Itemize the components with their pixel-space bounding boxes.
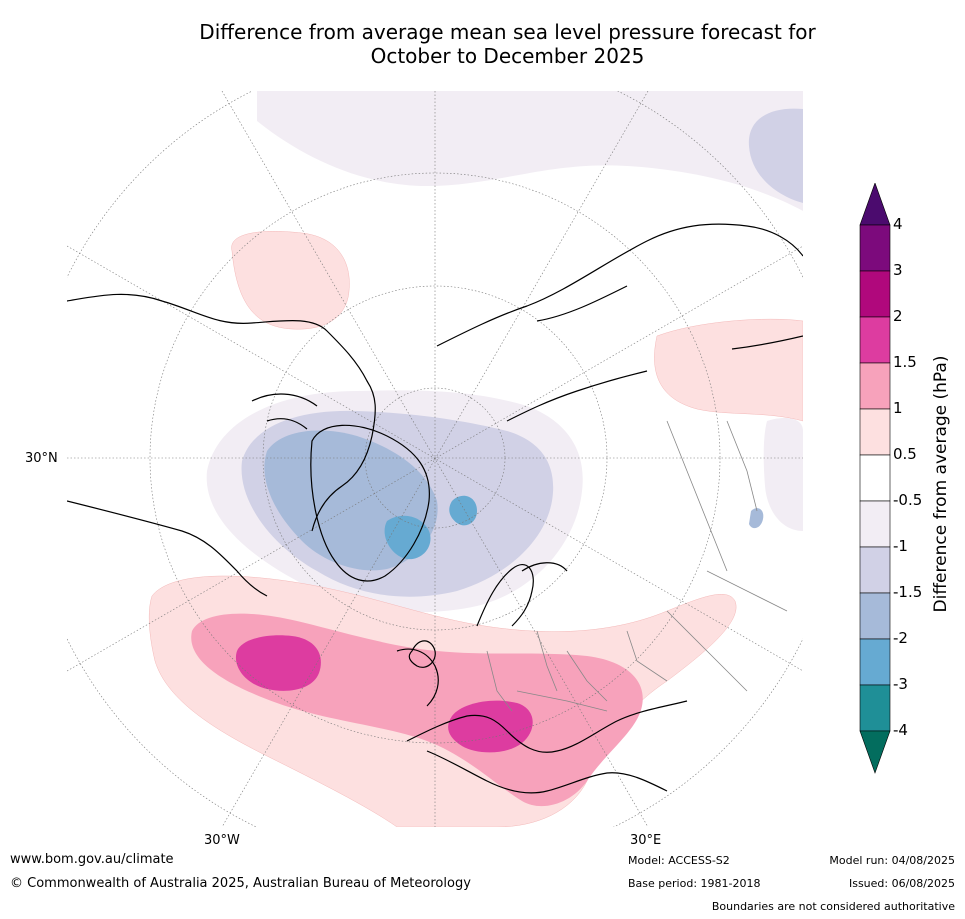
coastline-canadian-arctic (251, 393, 318, 430)
colorbar-extend-high (859, 183, 891, 226)
footer-copyright: © Commonwealth of Australia 2025, Austra… (10, 876, 471, 891)
colorbar (859, 183, 891, 774)
boundary-lines-europe (486, 630, 668, 712)
anomaly-pos-0-5-asia (654, 318, 803, 422)
anomaly-neg-0-5-central-asia (763, 418, 803, 531)
graticule-circle (149, 172, 721, 744)
colorbar-swatch (859, 316, 891, 364)
colorbar-swatch (859, 270, 891, 318)
colorbar-swatch (859, 362, 891, 410)
footer-model: Model: ACCESS-S2 (628, 854, 730, 867)
anomaly-pos-1-5-mediterranean (448, 700, 533, 753)
colorbar-swatch (859, 454, 891, 502)
colorbar-tick-label: 2 (893, 307, 903, 325)
colorbar-swatch (859, 500, 891, 548)
colorbar-tick-label: 1 (893, 399, 903, 417)
coastline-europe (396, 648, 688, 753)
coastline-eurasia (436, 223, 803, 422)
pressure-anomaly-map (67, 91, 803, 827)
colorbar-tick-label: 0.5 (893, 445, 917, 463)
colorbar-tick-label: -3 (893, 675, 908, 693)
footer-model-run: Model run: 04/08/2025 (829, 854, 955, 867)
colorbar-tick-label: -0.5 (893, 491, 923, 509)
colorbar-extend-low (859, 730, 891, 774)
anomaly-pos-0-5-bering (231, 231, 350, 330)
colorbar-tick-label: 3 (893, 261, 903, 279)
anomaly-neg-2-svalbard (449, 495, 477, 526)
coastline-north-america (67, 293, 376, 597)
colorbar-title: Difference from average (hPa) (931, 355, 951, 613)
footer-disclaimer: Boundaries are not considered authoritat… (711, 900, 955, 913)
colorbar-tick-label: 4 (893, 215, 903, 233)
colorbar-swatch (859, 684, 891, 732)
map-title: Difference from average mean sea level p… (150, 20, 865, 68)
boundary-lines-asia (666, 420, 788, 692)
colorbar-swatch (859, 224, 891, 272)
graticule-meridian (67, 245, 803, 672)
title-line-1: Difference from average mean sea level p… (199, 20, 816, 44)
colorbar-swatch (859, 546, 891, 594)
coastline-mediterranean (426, 750, 668, 794)
anomaly-pos-1-5-north-atlantic (235, 635, 321, 691)
coastline-scandinavia (476, 562, 568, 627)
anomaly-neg-2-greenland (384, 515, 431, 560)
colorbar-tick-label: -4 (893, 721, 908, 739)
anomaly-neg-1-north-pacific (748, 108, 803, 203)
longitude-label-30e: 30°E (630, 833, 662, 848)
coastline-greenland (310, 424, 430, 582)
footer-issued: Issued: 06/08/2025 (848, 877, 955, 890)
colorbar-tick-label: -1 (893, 537, 908, 555)
title-line-2: October to December 2025 (370, 44, 645, 68)
footer-website: www.bom.gov.au/climate (10, 852, 174, 867)
colorbar-tick-label: 1.5 (893, 353, 917, 371)
footer-base-period: Base period: 1981-2018 (628, 877, 761, 890)
colorbar-swatch (859, 408, 891, 456)
anomaly-neg-0-5-north-pacific (257, 91, 803, 211)
colorbar-tick-label: -2 (893, 629, 908, 647)
anomaly-neg-1-central-asia (749, 508, 764, 529)
colorbar-tick-label: -1.5 (893, 583, 923, 601)
coastline-british-isles (408, 640, 436, 668)
longitude-label-30w: 30°W (204, 833, 240, 848)
colorbar-swatch (859, 638, 891, 686)
colorbar-swatch (859, 592, 891, 640)
latitude-label-30n: 30°N (25, 451, 58, 466)
